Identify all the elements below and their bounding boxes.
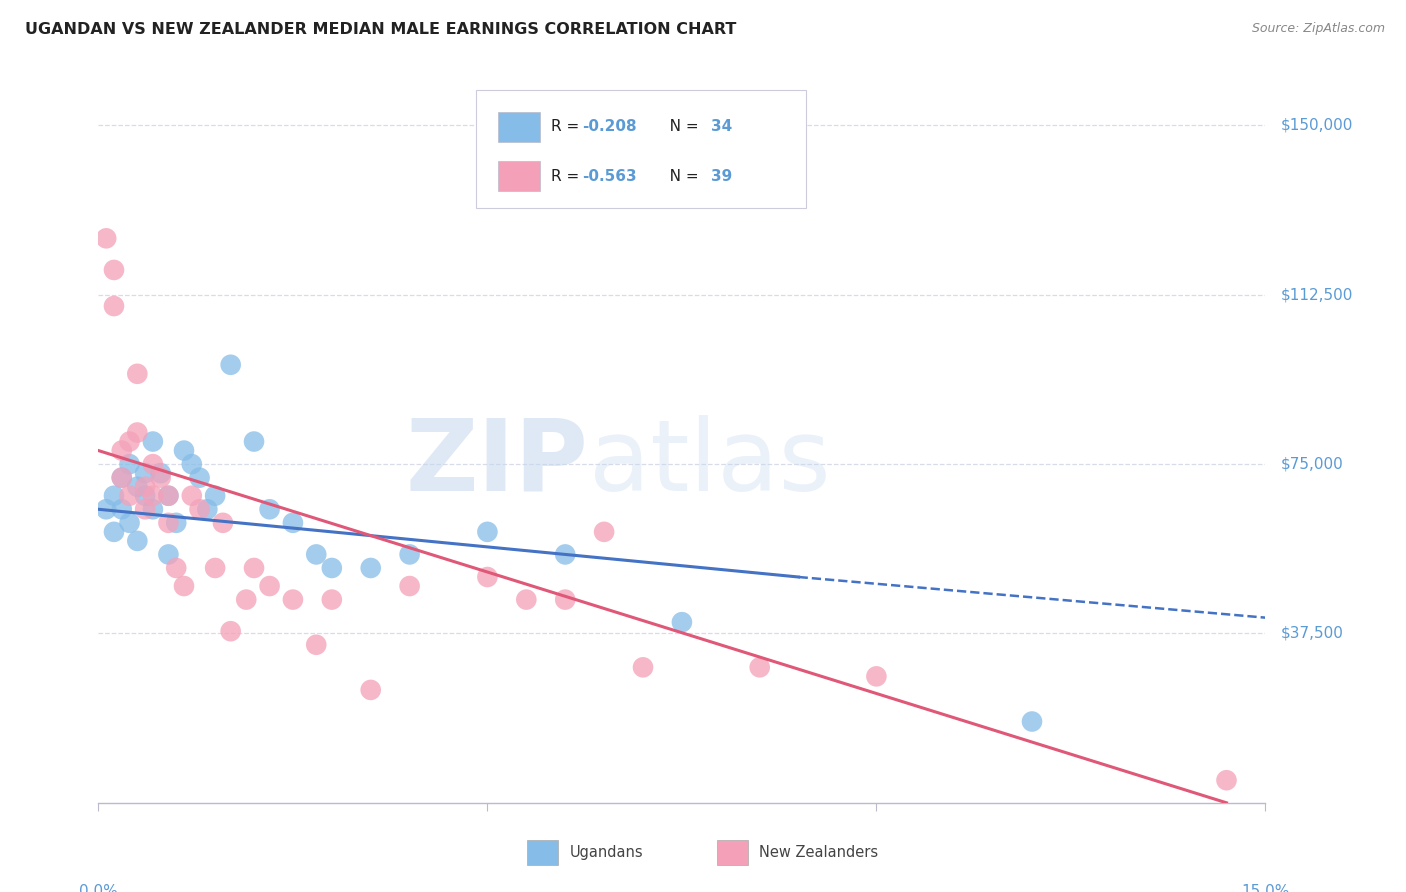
- Text: -0.563: -0.563: [582, 169, 637, 184]
- Point: [219, 358, 242, 372]
- Point: [631, 660, 654, 674]
- Point: [142, 434, 165, 449]
- Point: [127, 367, 149, 381]
- Point: [157, 489, 180, 503]
- Point: [165, 561, 187, 575]
- Point: [477, 570, 499, 584]
- Point: [157, 489, 180, 503]
- Text: 0.0%: 0.0%: [79, 884, 118, 892]
- Point: [259, 502, 281, 516]
- Point: [554, 548, 576, 562]
- Point: [111, 470, 134, 484]
- Point: [188, 470, 211, 484]
- Point: [103, 263, 125, 277]
- Text: 39: 39: [711, 169, 733, 184]
- Text: N =: N =: [655, 169, 703, 184]
- Point: [1021, 714, 1043, 729]
- Text: ZIP: ZIP: [406, 415, 589, 512]
- Point: [173, 443, 195, 458]
- Text: R =: R =: [551, 169, 583, 184]
- Point: [554, 592, 576, 607]
- Point: [180, 457, 202, 471]
- Point: [96, 502, 118, 516]
- Point: [173, 579, 195, 593]
- Point: [134, 502, 156, 516]
- Point: [188, 502, 211, 516]
- Point: [212, 516, 235, 530]
- Point: [305, 638, 328, 652]
- Text: Ugandans: Ugandans: [569, 846, 643, 860]
- Point: [118, 516, 141, 530]
- Point: [593, 524, 616, 539]
- Point: [305, 548, 328, 562]
- Point: [142, 457, 165, 471]
- Point: [111, 502, 134, 516]
- Point: [134, 489, 156, 503]
- Point: [127, 533, 149, 548]
- Point: [243, 561, 266, 575]
- Point: [865, 669, 887, 683]
- Point: [142, 502, 165, 516]
- Point: [149, 466, 172, 480]
- Point: [157, 548, 180, 562]
- Point: [134, 480, 156, 494]
- Text: 34: 34: [711, 120, 733, 135]
- Point: [515, 592, 537, 607]
- Text: N =: N =: [655, 120, 703, 135]
- Point: [111, 443, 134, 458]
- Point: [204, 489, 226, 503]
- Text: $112,500: $112,500: [1281, 287, 1354, 302]
- Point: [111, 470, 134, 484]
- Text: $75,000: $75,000: [1281, 457, 1344, 472]
- Point: [204, 561, 226, 575]
- Text: UGANDAN VS NEW ZEALANDER MEDIAN MALE EARNINGS CORRELATION CHART: UGANDAN VS NEW ZEALANDER MEDIAN MALE EAR…: [25, 22, 737, 37]
- Point: [321, 592, 343, 607]
- Point: [127, 425, 149, 440]
- Point: [103, 524, 125, 539]
- Point: [142, 489, 165, 503]
- Point: [134, 466, 156, 480]
- Point: [360, 561, 382, 575]
- Text: New Zealanders: New Zealanders: [759, 846, 879, 860]
- Point: [118, 434, 141, 449]
- Point: [398, 548, 420, 562]
- Point: [149, 470, 172, 484]
- Point: [195, 502, 218, 516]
- Point: [243, 434, 266, 449]
- Text: $150,000: $150,000: [1281, 118, 1354, 133]
- Point: [1215, 773, 1237, 788]
- Point: [165, 516, 187, 530]
- Point: [281, 516, 304, 530]
- Point: [748, 660, 770, 674]
- Point: [96, 231, 118, 245]
- Point: [360, 682, 382, 697]
- Point: [118, 489, 141, 503]
- Point: [180, 489, 202, 503]
- Point: [103, 489, 125, 503]
- Text: $37,500: $37,500: [1281, 626, 1344, 641]
- Point: [219, 624, 242, 639]
- Point: [118, 457, 141, 471]
- Point: [671, 615, 693, 630]
- Point: [398, 579, 420, 593]
- Text: R =: R =: [551, 120, 583, 135]
- Text: atlas: atlas: [589, 415, 830, 512]
- Point: [259, 579, 281, 593]
- Point: [477, 524, 499, 539]
- Point: [321, 561, 343, 575]
- Point: [103, 299, 125, 313]
- Text: -0.208: -0.208: [582, 120, 637, 135]
- Point: [157, 516, 180, 530]
- Text: 15.0%: 15.0%: [1241, 884, 1289, 892]
- Point: [281, 592, 304, 607]
- Point: [127, 480, 149, 494]
- Text: Source: ZipAtlas.com: Source: ZipAtlas.com: [1251, 22, 1385, 36]
- Point: [235, 592, 257, 607]
